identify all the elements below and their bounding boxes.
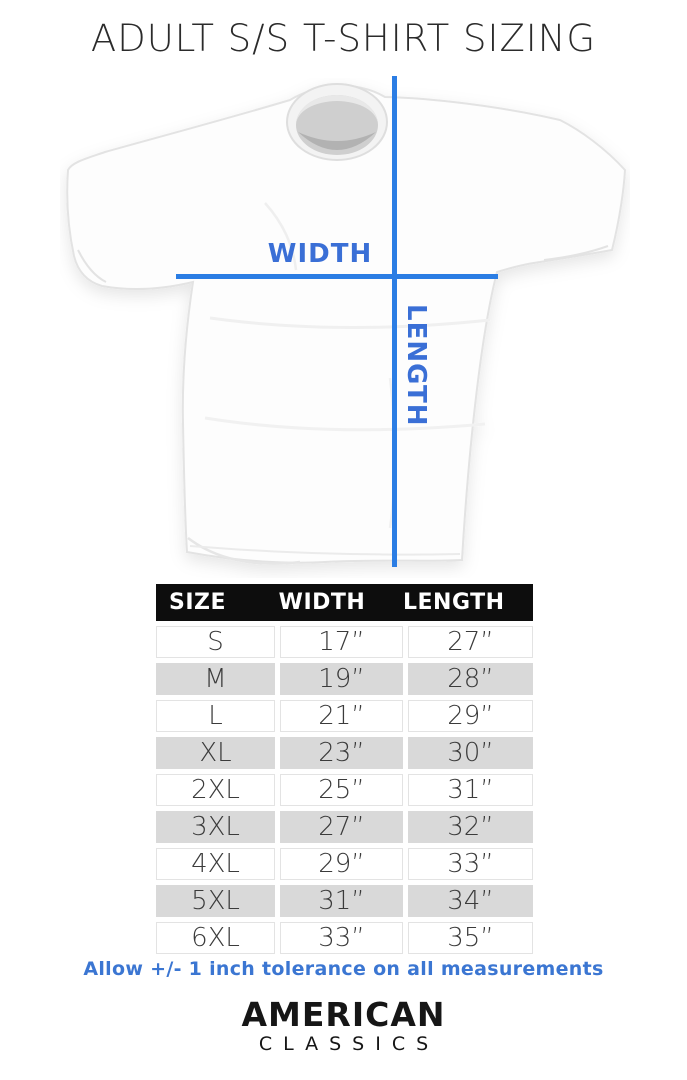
cell-width: 27” <box>280 811 403 843</box>
cell-size: S <box>156 626 275 658</box>
length-measure-label: LENGTH <box>401 304 431 427</box>
cell-length: 28” <box>408 663 533 695</box>
table-row-3xl: 3XL 27” 32” <box>156 811 533 843</box>
cell-width: 17” <box>280 626 403 658</box>
width-measure-line <box>176 274 498 279</box>
cell-size: 4XL <box>156 848 275 880</box>
cell-length: 31” <box>408 774 533 806</box>
table-row-m: M 19” 28” <box>156 663 533 695</box>
cell-width: 31” <box>280 885 403 917</box>
wrinkle-line <box>209 316 491 330</box>
cell-size: XL <box>156 737 275 769</box>
hem-fold-line <box>187 537 301 565</box>
table-row-xl: XL 23” 30” <box>156 737 533 769</box>
cell-length: 29” <box>408 700 533 732</box>
cell-length: 34” <box>408 885 533 917</box>
cell-width: 21” <box>280 700 403 732</box>
tshirt-illustration <box>60 78 630 578</box>
table-row-2xl: 2XL 25” 31” <box>156 774 533 806</box>
page-title: ADULT S/S T-SHIRT SIZING <box>90 17 597 60</box>
collar-shadow <box>298 132 376 150</box>
sleeve-stitch-right <box>543 245 609 261</box>
length-measure-line <box>392 76 397 567</box>
cell-length: 33” <box>408 848 533 880</box>
cell-width: 23” <box>280 737 403 769</box>
wrinkle-line <box>264 202 298 271</box>
cell-width: 19” <box>280 663 403 695</box>
back-collar <box>296 95 378 125</box>
cell-length: 30” <box>408 737 533 769</box>
cell-width: 29” <box>280 848 403 880</box>
cell-width: 25” <box>280 774 403 806</box>
cell-length: 32” <box>408 811 533 843</box>
table-row-4xl: 4XL 29” 33” <box>156 848 533 880</box>
cell-size: 2XL <box>156 774 275 806</box>
cell-size: 3XL <box>156 811 275 843</box>
table-row-5xl: 5XL 31” 34” <box>156 885 533 917</box>
brand-line-american: AMERICAN <box>241 995 446 1034</box>
column-header-length: LENGTH <box>403 590 505 615</box>
width-measure-label: WIDTH <box>267 239 373 269</box>
column-header-size: SIZE <box>169 590 227 615</box>
cell-length: 27” <box>408 626 533 658</box>
brand-logo: AMERICAN CLASSICS <box>0 998 687 1054</box>
cell-width: 33” <box>280 922 403 954</box>
cell-size: 6XL <box>156 922 275 954</box>
table-row-6xl: 6XL 33” 35” <box>156 922 533 954</box>
table-row-s: S 17” 27” <box>156 626 533 658</box>
brand-line-classics: CLASSICS <box>258 1033 440 1055</box>
table-body: S 17” 27” M 19” 28” L 21” 29” XL 23” 30”… <box>156 626 533 954</box>
cell-size: M <box>156 663 275 695</box>
tolerance-note: Allow +/- 1 inch tolerance on all measur… <box>83 958 604 980</box>
wrinkle-line <box>204 416 486 432</box>
tshirt-graphic <box>66 83 627 565</box>
sizing-table: SIZE WIDTH LENGTH S 17” 27” M 19” 28” L … <box>156 584 533 954</box>
sleeve-stitch-left <box>77 249 107 283</box>
cell-size: L <box>156 700 275 732</box>
column-header-width: WIDTH <box>278 590 366 615</box>
hem-stitch <box>189 545 461 556</box>
table-header: SIZE WIDTH LENGTH <box>156 584 533 621</box>
table-row-l: L 21” 29” <box>156 700 533 732</box>
cell-length: 35” <box>408 922 533 954</box>
cell-size: 5XL <box>156 885 275 917</box>
